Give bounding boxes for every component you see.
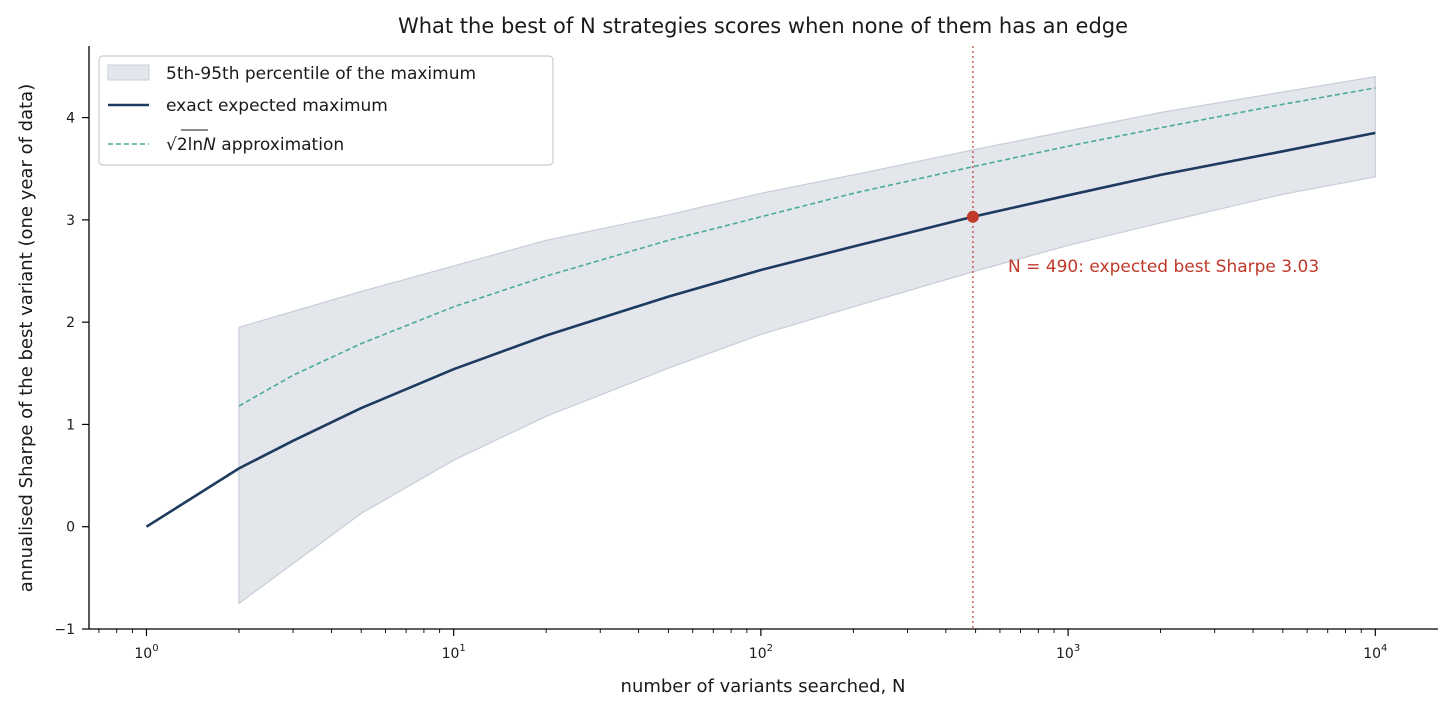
x-tick-label: 103 [1056,643,1080,662]
y-tick-label: 2 [66,315,75,331]
y-tick-label: 0 [66,520,75,536]
legend-label-exact: exact expected maximum [166,96,388,116]
legend-approx-suffix: approximation [216,135,344,155]
legend-frame [98,55,554,166]
legend-approx-radical: √ [166,135,177,155]
y-tick-label: 1 [66,417,75,433]
y-tick-label: 3 [66,213,75,229]
x-ticks: 100 101 102 103 104 [98,629,1387,662]
x-tick-label: 100 [134,643,158,662]
legend-approx-radicand: 2ln [177,135,203,155]
series-line-approx [238,87,1376,407]
series-layer [145,87,1376,528]
legend-label-band: 5th-95th percentile of the maximum [166,64,476,84]
y-axis-label: annualised Sharpe of the best variant (o… [16,84,37,592]
percentile-band [238,75,1376,605]
y-ticks: −1 0 1 2 3 4 [54,111,89,638]
percentile-band-layer [238,75,1376,605]
y-tick-label: 4 [66,111,75,127]
series-line-exact [145,131,1376,528]
axes: 100 101 102 103 104 −1 0 1 2 3 4 [54,46,1438,662]
legend: 5th-95th percentile of the maximum exact… [98,55,554,166]
legend-approx-variable: N [203,135,216,155]
x-axis-label: number of variants searched, N [621,676,906,697]
legend-swatch-band [107,64,150,81]
x-tick-label: 104 [1363,643,1387,662]
annotation-marker [966,210,979,223]
x-tick-label: 101 [442,643,466,662]
annotation-label: N = 490: expected best Sharpe 3.03 [1008,257,1319,277]
legend-label-approx: √2lnN approximation [166,135,344,155]
chart-title: What the best of N strategies scores whe… [398,14,1128,38]
x-tick-label: 102 [749,643,773,662]
y-tick-label: −1 [54,622,75,638]
annotation-marker-layer [966,210,979,223]
